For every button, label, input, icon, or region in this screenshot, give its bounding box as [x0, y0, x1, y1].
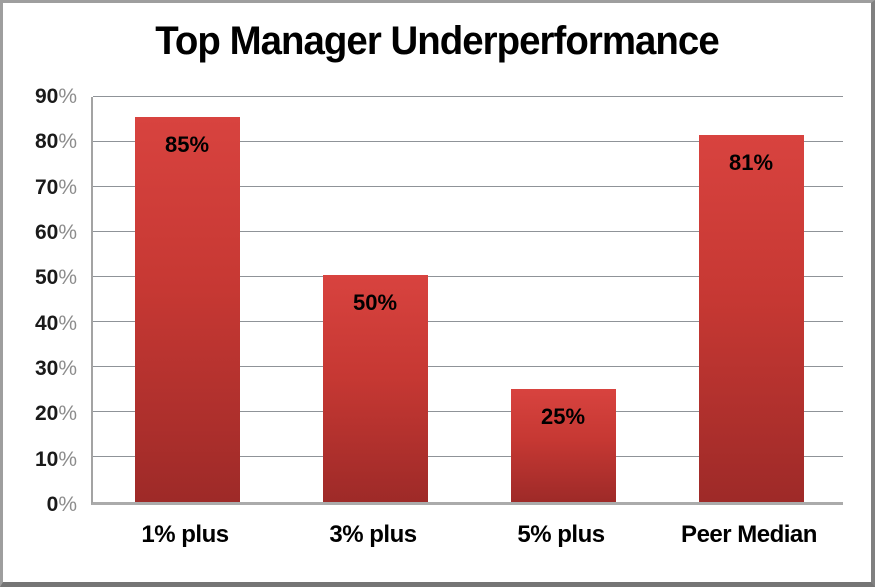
bar-1-plus: 85% — [134, 116, 240, 502]
y-tick-unit: % — [58, 85, 77, 108]
y-tick-number: 40 — [34, 311, 59, 335]
y-tick-unit: % — [58, 311, 77, 335]
bar-data-label: 85% — [164, 131, 210, 157]
bar-3-plus: 50% — [322, 275, 428, 502]
gridline — [93, 276, 843, 277]
bar-5-plus: 25% — [510, 388, 616, 502]
gridline — [93, 96, 843, 97]
y-tick-number: 50 — [34, 266, 59, 290]
y-tick-label: 60% — [35, 221, 77, 245]
x-category-label: 5% plus — [517, 521, 605, 548]
y-tick-label: 80% — [35, 130, 77, 154]
y-tick-number: 90 — [34, 85, 59, 108]
y-tick-number: 30 — [34, 357, 59, 380]
gridline — [93, 366, 843, 368]
bar-data-label: 25% — [540, 403, 586, 429]
bar-data-label: 81% — [728, 149, 774, 175]
y-tick-number: 20 — [34, 402, 59, 426]
gridline — [93, 231, 843, 233]
bar-peer-median: 81% — [698, 134, 804, 502]
y-tick-label: 40% — [35, 312, 77, 336]
bar-data-label: 50% — [352, 290, 398, 316]
x-category-label: 3% plus — [329, 521, 417, 548]
y-tick-label: 70% — [35, 176, 77, 200]
gridline — [93, 456, 843, 457]
x-category-label: 1% plus — [141, 521, 229, 548]
y-tick-label: 90% — [35, 85, 77, 109]
gridline — [93, 321, 843, 322]
gridline — [93, 411, 843, 412]
y-tick-unit: % — [58, 493, 77, 516]
y-tick-unit: % — [58, 447, 77, 471]
x-category-label: Peer Median — [681, 521, 817, 548]
x-axis: 1% plus 3% plus 5% plus Peer Median — [91, 521, 843, 557]
plot-area: 85% 50% 25% 81% — [91, 96, 843, 505]
y-tick-unit: % — [58, 266, 77, 290]
y-tick-unit: % — [58, 130, 77, 154]
y-tick-unit: % — [58, 357, 77, 380]
y-tick-number: 60 — [34, 221, 59, 244]
y-tick-unit: % — [58, 402, 77, 426]
y-tick-label: 20% — [35, 402, 77, 426]
y-tick-number: 10 — [34, 447, 59, 471]
y-tick-unit: % — [58, 175, 77, 199]
y-tick-number: 0 — [46, 493, 59, 516]
y-tick-label: 0% — [47, 493, 77, 517]
y-tick-label: 10% — [35, 448, 77, 472]
y-axis: 90% 80% 70% 60% 50% 40% 30% 20% 10% 0% — [3, 85, 83, 516]
gridline — [93, 186, 843, 187]
y-tick-unit: % — [58, 221, 77, 244]
gridline — [93, 141, 843, 142]
y-tick-number: 80 — [34, 130, 59, 154]
y-tick-number: 70 — [34, 175, 59, 199]
y-tick-label: 50% — [35, 266, 77, 290]
y-tick-label: 30% — [35, 357, 77, 381]
chart-title: Top Manager Underperformance — [155, 19, 719, 63]
